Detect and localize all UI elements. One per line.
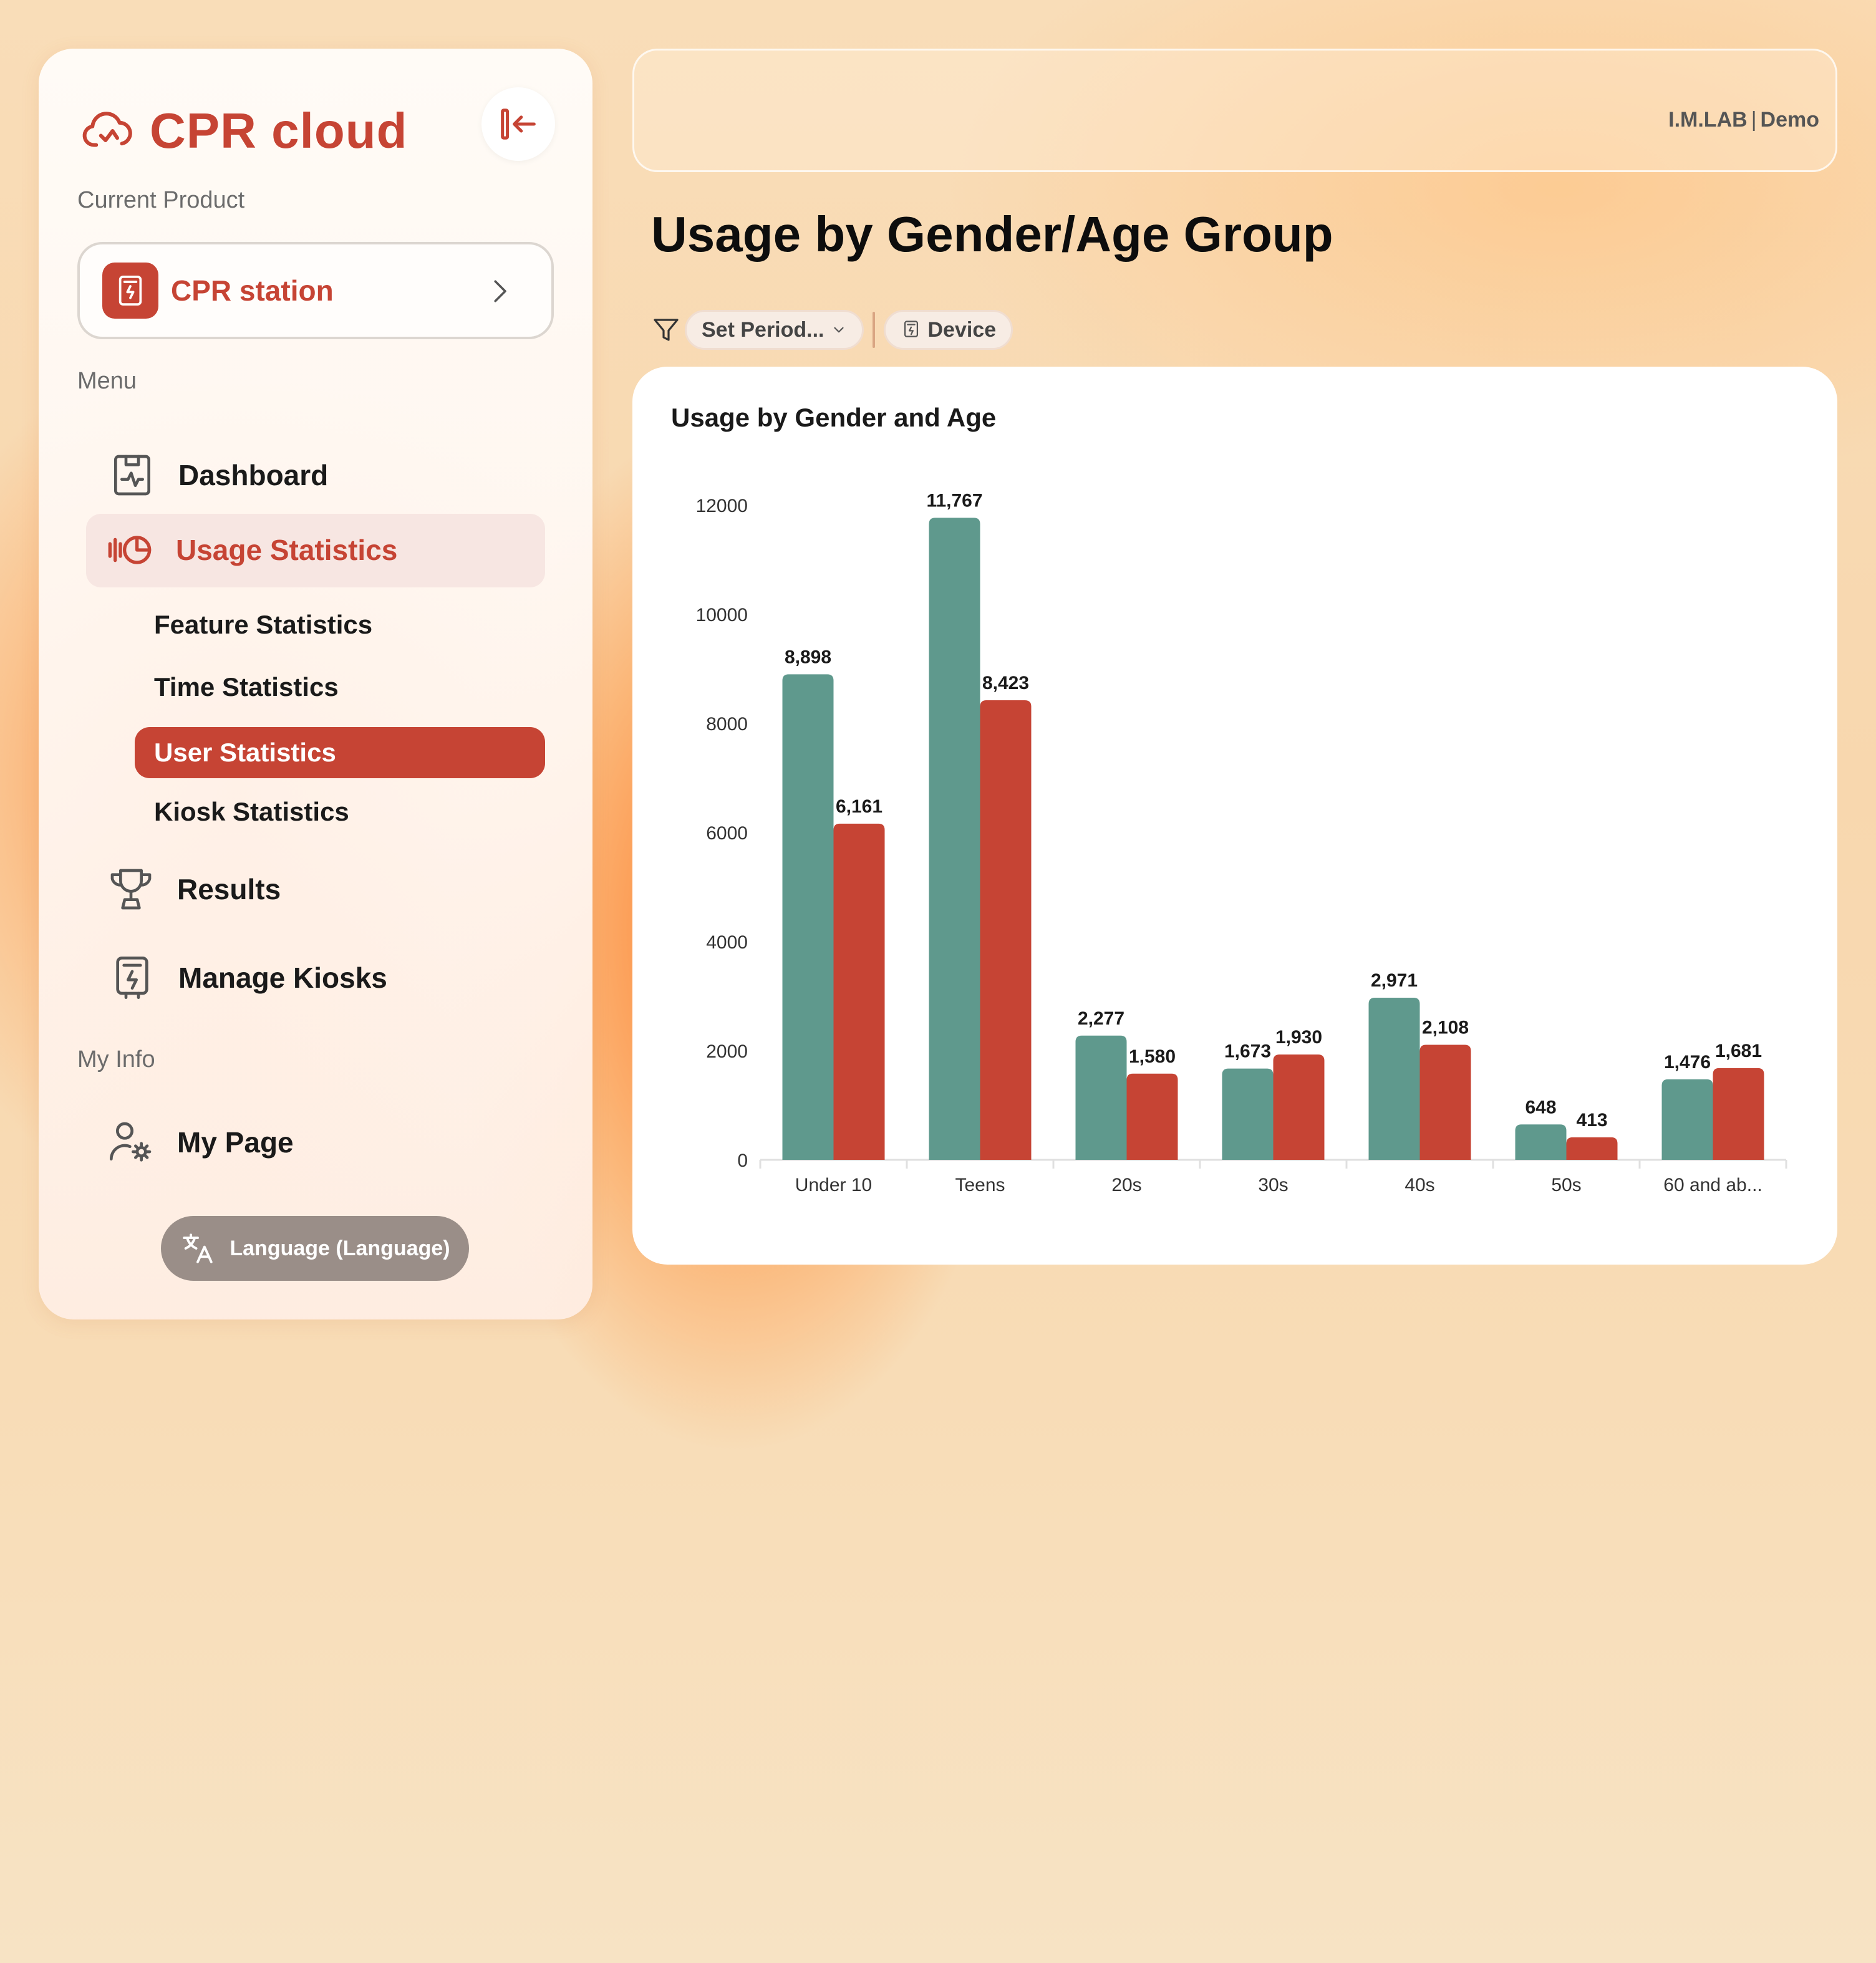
data-label: 1,681 xyxy=(1715,1041,1762,1061)
x-tick-label: 30s xyxy=(1258,1175,1288,1195)
bar-series-2 xyxy=(980,700,1032,1160)
bar-series-1 xyxy=(1075,1035,1127,1160)
language-button[interactable]: Language (Language) xyxy=(161,1216,469,1281)
chevron-right-icon xyxy=(494,280,506,302)
logo[interactable]: CPR cloud xyxy=(80,94,407,168)
data-label: 1,930 xyxy=(1275,1027,1322,1048)
bar-series-2 xyxy=(1566,1137,1618,1160)
dashboard-icon xyxy=(114,455,150,496)
bar-series-1 xyxy=(782,674,834,1160)
bar-series-1 xyxy=(929,518,980,1160)
chart-card: Usage by Gender and Age 0 2000 4000 6000 800… xyxy=(632,367,1837,1265)
sidebar: CPR cloud Current Product CPR station Me… xyxy=(39,49,592,1319)
sidebar-item-label: Manage Kiosks xyxy=(178,962,387,994)
sidebar-subitem-user-statistics[interactable]: User Statistics xyxy=(135,727,545,778)
x-tick-label: 40s xyxy=(1405,1175,1434,1195)
data-label: 2,971 xyxy=(1371,970,1418,991)
trophy-icon xyxy=(110,869,152,910)
organization-name: I.M.LAB xyxy=(1668,108,1748,132)
x-tick-label: 50s xyxy=(1551,1175,1581,1195)
x-tick-label: 20s xyxy=(1111,1175,1141,1195)
sidebar-item-my-page[interactable]: My Page xyxy=(106,1107,294,1177)
data-label: 2,108 xyxy=(1422,1018,1469,1038)
x-tick-label: 60 and ab... xyxy=(1663,1175,1762,1195)
header-separator: | xyxy=(1751,108,1757,132)
bar-series-2 xyxy=(833,823,885,1160)
y-tick-label: 12000 xyxy=(696,496,748,516)
sidebar-subitem-kiosk-statistics[interactable]: Kiosk Statistics xyxy=(154,797,349,826)
sidebar-item-results[interactable]: Results xyxy=(106,854,281,924)
language-button-label: Language (Language) xyxy=(230,1236,450,1260)
data-label: 413 xyxy=(1576,1110,1607,1131)
y-tick-label: 6000 xyxy=(706,823,748,844)
data-label: 1,476 xyxy=(1664,1052,1711,1073)
sidebar-subitem-time-statistics[interactable]: Time Statistics xyxy=(154,672,339,702)
y-tick-label: 8000 xyxy=(706,714,748,735)
chart-title: Usage by Gender and Age xyxy=(671,403,997,432)
cloud-icon xyxy=(82,112,132,147)
account-info[interactable]: I.M.LAB | Demo xyxy=(1668,108,1819,132)
sidebar-item-label: Dashboard xyxy=(178,459,329,491)
sidebar-item-label: Results xyxy=(177,873,281,905)
data-label: 1,673 xyxy=(1224,1041,1271,1062)
sidebar-item-usage-statistics[interactable]: Usage Statistics xyxy=(105,515,397,585)
data-label: 6,161 xyxy=(836,796,882,817)
translate-icon xyxy=(183,1233,213,1263)
bar-series-2 xyxy=(1126,1073,1178,1160)
period-filter-label: Set Period... xyxy=(702,317,824,342)
bar-series-1 xyxy=(1222,1068,1274,1160)
bar-series-1 xyxy=(1515,1124,1567,1160)
active-menu-highlight xyxy=(86,514,545,587)
statistics-icon xyxy=(108,536,152,564)
x-tick-label: Teens xyxy=(955,1175,1005,1195)
data-label: 8,898 xyxy=(785,647,831,667)
y-tick-label: 0 xyxy=(737,1150,748,1171)
logo-text: CPR cloud xyxy=(150,103,408,158)
data-label: 11,767 xyxy=(926,490,982,511)
y-tick-label: 4000 xyxy=(706,932,748,953)
kiosk-icon xyxy=(904,321,918,337)
sidebar-item-dashboard[interactable]: Dashboard xyxy=(107,440,328,510)
sidebar-item-manage-kiosks[interactable]: Manage Kiosks xyxy=(107,943,387,1013)
my-info-section-label: My Info xyxy=(77,1046,155,1073)
device-filter-label: Device xyxy=(927,317,997,342)
header-bar: I.M.LAB | Demo xyxy=(632,49,1837,172)
device-filter-button[interactable]: Device xyxy=(883,310,1013,350)
bar-series-2 xyxy=(1273,1054,1325,1160)
chevron-down-icon xyxy=(833,327,844,333)
filter-icon xyxy=(654,319,679,341)
user-settings-icon xyxy=(110,1122,152,1162)
y-tick-label: 2000 xyxy=(706,1041,748,1062)
current-product-label: Current Product xyxy=(77,187,245,213)
filter-divider xyxy=(872,312,875,348)
sidebar-item-label: Usage Statistics xyxy=(176,534,398,566)
data-label: 648 xyxy=(1525,1097,1556,1117)
bar-series-2 xyxy=(1713,1068,1764,1160)
kiosk-icon xyxy=(102,263,158,319)
x-tick-label: Under 10 xyxy=(795,1175,872,1195)
bar-chart: 0 2000 4000 6000 8000 10000 12000 8,898 6,161 Und… xyxy=(696,490,1787,1195)
page-title: Usage by Gender/Age Group xyxy=(651,206,1333,262)
kiosk-icon xyxy=(116,957,148,999)
bar-series-1 xyxy=(1368,998,1420,1160)
y-tick-label: 10000 xyxy=(696,605,748,625)
period-filter-dropdown[interactable]: Set Period... xyxy=(685,310,864,350)
bar-series-2 xyxy=(1419,1044,1471,1160)
data-label: 2,277 xyxy=(1078,1008,1124,1029)
product-selector[interactable]: CPR station xyxy=(77,242,554,339)
menu-section-label: Menu xyxy=(77,368,137,394)
sidebar-subitem-feature-statistics[interactable]: Feature Statistics xyxy=(154,610,373,639)
filter-bar: Set Period... Device xyxy=(651,308,1013,352)
user-name: Demo xyxy=(1760,108,1819,132)
collapse-sidebar-button[interactable] xyxy=(481,87,555,161)
product-name: CPR station xyxy=(171,274,334,307)
bar-series-1 xyxy=(1661,1079,1713,1160)
data-label: 1,580 xyxy=(1129,1046,1176,1067)
collapse-icon xyxy=(501,109,536,140)
sidebar-item-label: My Page xyxy=(177,1126,294,1159)
data-label: 8,423 xyxy=(982,673,1029,693)
